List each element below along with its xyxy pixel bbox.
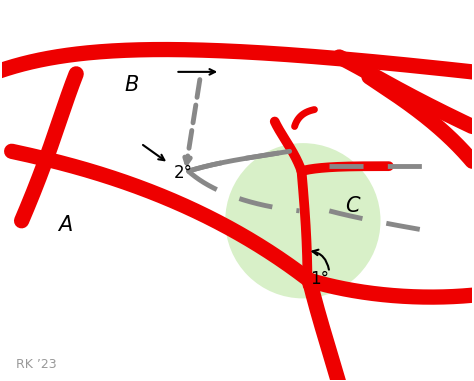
Text: 2°: 2° <box>173 165 192 182</box>
Circle shape <box>225 143 381 298</box>
Text: A: A <box>58 215 73 235</box>
Text: B: B <box>124 75 138 94</box>
Text: RK ’23: RK ’23 <box>16 358 56 371</box>
Text: 1°: 1° <box>310 271 329 288</box>
Text: C: C <box>345 195 360 216</box>
